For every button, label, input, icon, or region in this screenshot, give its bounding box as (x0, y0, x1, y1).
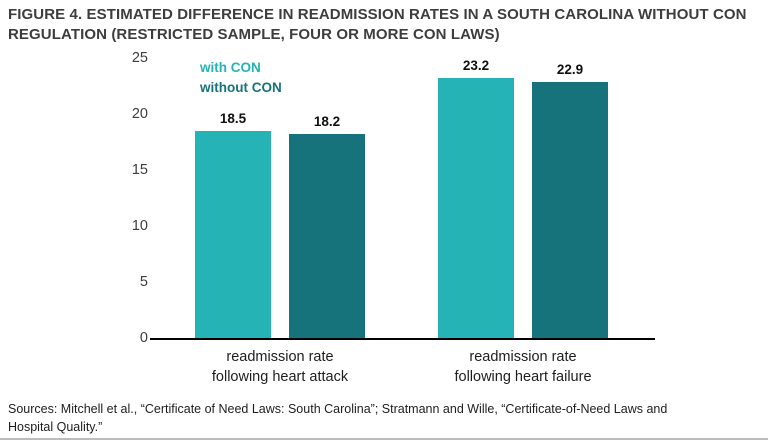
y-tick-label: 25 (131, 50, 148, 66)
bar-value-label: 18.2 (313, 114, 341, 130)
y-axis: 0 5 10 15 20 25 (100, 50, 148, 346)
bar-wrap: 22.9 (532, 61, 608, 338)
bar-wrap: 23.2 (438, 58, 514, 338)
legend-item-with-con: with CON (200, 60, 261, 75)
y-tick-label: 10 (131, 218, 148, 234)
plot-area: with CON without CON 18.5 18.2 23.2 22.9 (150, 58, 655, 340)
bar-group-heart-attack: 18.5 18.2 (195, 111, 365, 338)
bar-with-con-heart-failure (438, 78, 514, 338)
bar-without-con-heart-attack (289, 134, 365, 338)
bar-value-label: 22.9 (556, 61, 584, 77)
y-tick-label: 15 (131, 162, 148, 178)
x-axis-line (150, 338, 655, 340)
chart-legend: with CON without CON (200, 58, 282, 97)
x-category-label-heart-failure: readmission rate following heart failure (454, 349, 592, 385)
y-tick-label: 20 (131, 106, 148, 122)
bar-value-label: 18.5 (219, 110, 247, 126)
y-tick-label: 5 (139, 274, 148, 290)
sources-note: Sources: Mitchell et al., “Certificate o… (8, 402, 668, 434)
bar-with-con-heart-attack (195, 130, 271, 338)
bar-group-heart-failure: 23.2 22.9 (438, 58, 608, 338)
figure-title: FIGURE 4. ESTIMATED DIFFERENCE IN READMI… (8, 6, 747, 43)
bar-wrap: 18.5 (195, 111, 271, 338)
x-category-label-heart-attack: readmission rate following heart attack (211, 349, 349, 385)
legend-item-without-con: without CON (200, 79, 282, 95)
y-tick-label: 0 (139, 330, 148, 346)
bar-value-label: 23.2 (462, 58, 490, 74)
bar-wrap: 18.2 (289, 114, 365, 338)
bar-without-con-heart-failure (532, 81, 608, 338)
